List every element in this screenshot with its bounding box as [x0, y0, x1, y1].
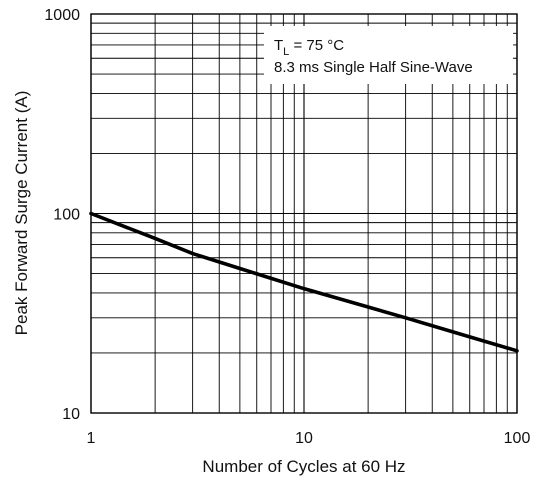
plot-frame [90, 13, 518, 414]
x-tick-label: 10 [295, 430, 313, 447]
x-tick-label: 1 [87, 430, 96, 447]
annotation-box: TL = 75 °C 8.3 ms Single Half Sine-Wave [264, 26, 513, 84]
x-axis-title: Number of Cycles at 60 Hz [202, 457, 405, 476]
series-layer [89, 211, 519, 353]
tick-labels: 1 10 100 10 100 1000 [44, 7, 530, 447]
annotation-condition: = 75 °C [289, 37, 344, 54]
y-tick-label: 100 [53, 207, 80, 224]
annotation-line-2: 8.3 ms Single Half Sine-Wave [274, 59, 473, 76]
surge-current-curve [89, 211, 519, 353]
annotation-symbol: T [274, 37, 283, 54]
annotation-background [264, 26, 513, 84]
annotation-line-1: TL = 75 °C [274, 37, 344, 58]
y-tick-label: 1000 [44, 7, 80, 24]
x-tick-label: 100 [504, 430, 531, 447]
y-tick-label: 10 [62, 406, 80, 423]
annotation-subscript: L [283, 46, 289, 58]
y-axis-title: Peak Forward Surge Current (A) [12, 91, 31, 336]
